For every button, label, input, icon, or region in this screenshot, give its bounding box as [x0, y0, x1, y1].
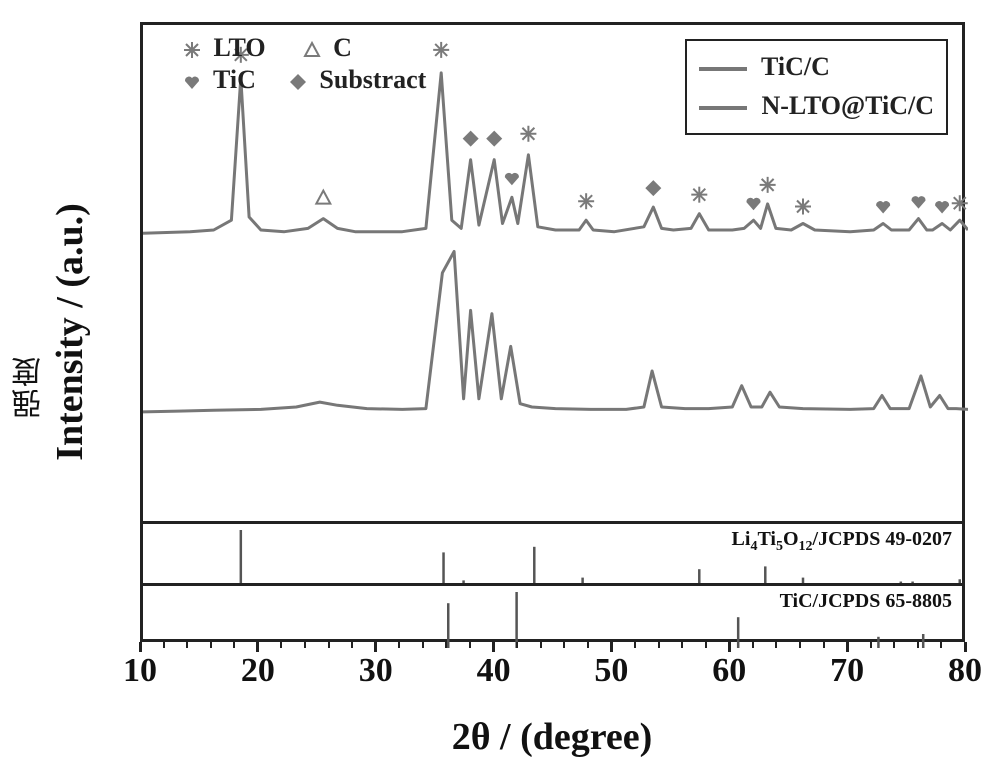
- x-tick-label: 70: [830, 652, 864, 690]
- legend-line-icon: [699, 106, 747, 110]
- phase-legend-row-2: TiC Substract: [183, 65, 426, 95]
- phase-legend-row-1: LTO C: [183, 33, 352, 63]
- phase-legend-label: Substract: [319, 65, 426, 94]
- legend-label: TiC/C: [761, 52, 830, 81]
- triangle-icon: [303, 41, 321, 59]
- x-tick-label: 30: [359, 652, 393, 690]
- legend-item-nlto-tic-c: N-LTO@TiC/C: [699, 86, 934, 125]
- plot-area: LTO C TiC Substract TiC/C N-LTO@TiC/C: [140, 22, 965, 642]
- heart-icon: [183, 73, 201, 91]
- legend-item-tic-c: TiC/C: [699, 47, 934, 86]
- reference-sticks-lto: [143, 524, 968, 586]
- phase-legend-label: LTO: [214, 33, 266, 62]
- y-axis-label-english: Intensity / (a.u.): [48, 203, 92, 461]
- phase-legend-label: C: [333, 33, 352, 62]
- reference-sticks-tic: [143, 586, 968, 648]
- legend-label: N-LTO@TiC/C: [761, 91, 934, 120]
- diamond-icon: [289, 73, 307, 91]
- x-axis-label: 2θ / (degree): [452, 715, 653, 759]
- xrd-figure: 强度 Intensity / (a.u.) LTO C TiC Substrac…: [0, 0, 1000, 773]
- phase-legend-label: TiC: [213, 65, 256, 94]
- x-tick-label: 10: [123, 652, 157, 690]
- y-axis-label-chinese: 强度: [8, 355, 52, 419]
- x-tick-label: 50: [594, 652, 628, 690]
- series-legend-box: TiC/C N-LTO@TiC/C: [685, 39, 948, 135]
- snowflake-icon: [183, 41, 201, 59]
- x-tick-label: 60: [712, 652, 746, 690]
- reference-panel-lto: Li4Ti5O12/JCPDS 49-0207: [143, 521, 962, 583]
- legend-line-icon: [699, 67, 747, 71]
- x-tick-label: 20: [241, 652, 275, 690]
- reference-panel-tic: TiC/JCPDS 65-8805: [143, 583, 962, 645]
- x-tick-label: 40: [477, 652, 511, 690]
- x-tick-label: 80: [948, 652, 982, 690]
